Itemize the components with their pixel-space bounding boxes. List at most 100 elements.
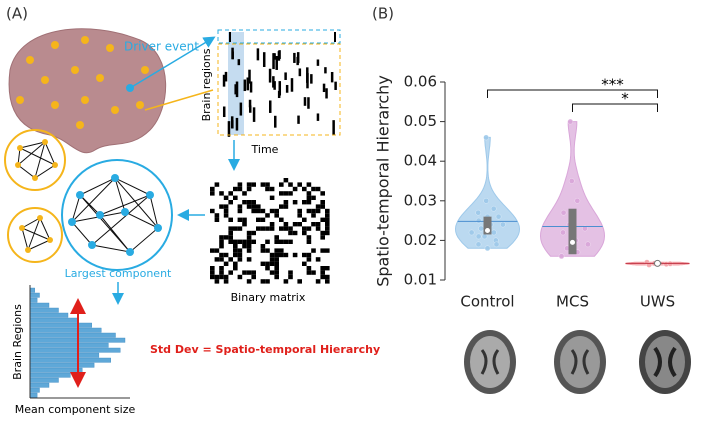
cell: [228, 230, 233, 236]
cell: [260, 182, 266, 187]
data-point: [495, 213, 502, 220]
y-tick-label: 0.05: [404, 112, 437, 130]
spike: [231, 51, 234, 60]
cell: [260, 217, 266, 222]
cell: [302, 230, 307, 236]
spike: [303, 97, 307, 106]
cell: [260, 226, 266, 231]
hist-bar: [29, 327, 102, 333]
data-point: [483, 134, 489, 141]
cell: [320, 235, 325, 240]
cell: [306, 266, 312, 271]
cell: [320, 270, 325, 275]
hist-bar: [29, 377, 59, 383]
brain: [8, 28, 167, 154]
spike: [293, 52, 296, 63]
data-point: [490, 205, 497, 212]
cell: [320, 204, 325, 209]
cell: [228, 235, 233, 240]
cell: [246, 182, 252, 187]
cell: [242, 270, 247, 275]
cell: [269, 208, 275, 214]
cell: [242, 222, 247, 227]
x-tick-label: MCS: [556, 293, 589, 311]
spike: [222, 74, 226, 87]
cell: [251, 208, 256, 214]
cell: [274, 213, 279, 218]
cell: [288, 230, 293, 236]
cell: [283, 252, 289, 258]
spike: [290, 78, 294, 92]
data-point: [475, 209, 481, 216]
cell: [246, 235, 252, 240]
cell: [256, 204, 261, 209]
cell: [251, 274, 256, 280]
spike: [248, 69, 251, 84]
cell: [246, 200, 252, 205]
cell: [320, 217, 325, 222]
regions-box: [217, 43, 341, 136]
driver-event: Driver event: [124, 40, 199, 54]
cell: [302, 217, 307, 222]
cell: [306, 200, 312, 205]
data-point: [558, 253, 565, 259]
hist-bar: [29, 322, 92, 328]
y-tick-label: 0.03: [404, 191, 437, 209]
cell: [265, 261, 270, 266]
brain-scans: [464, 330, 691, 394]
hist-bar: [29, 297, 38, 303]
data-point: [567, 118, 574, 125]
matrix-label: Binary matrix: [231, 291, 306, 304]
cell: [210, 191, 215, 196]
cell: [320, 248, 325, 253]
hist-bar: [29, 372, 71, 378]
spike: [334, 32, 336, 42]
cell: [242, 191, 247, 196]
spike: [284, 72, 287, 80]
hist-bar: [29, 287, 35, 293]
std-label: Std Dev = Spatio-temporal Hierarchy: [150, 343, 380, 356]
spike: [272, 53, 275, 70]
graph-nodes: [68, 174, 162, 256]
spike: [268, 100, 272, 113]
data-point: [478, 225, 484, 232]
raster-xlabel: Time: [251, 143, 279, 156]
cell: [210, 266, 215, 271]
spike: [268, 68, 272, 83]
cell: [274, 208, 279, 214]
y-tick-label: 0.06: [404, 73, 437, 91]
cell: [311, 213, 316, 218]
panel-a: (A) Driver event Brain regions Time Bina…: [4, 5, 380, 416]
cell: [325, 222, 330, 227]
cell: [265, 182, 270, 187]
cell: [315, 257, 321, 262]
cell: [246, 257, 252, 262]
cell: [219, 239, 224, 244]
spike: [306, 73, 309, 89]
cell: [325, 274, 330, 280]
cell: [283, 191, 289, 196]
graph-edges: [17, 141, 159, 253]
cell: [223, 208, 229, 214]
spike: [307, 97, 310, 109]
cell: [283, 200, 289, 205]
largest-component: [61, 159, 173, 271]
spike: [229, 32, 231, 42]
cell: [214, 279, 220, 284]
iqr-box: [483, 216, 492, 235]
data-point: [585, 241, 591, 248]
cell: [315, 204, 321, 209]
hist-bar: [29, 352, 100, 358]
cell: [214, 213, 220, 218]
panel-b: (B) Spatio-temporal Hierarchy: [372, 5, 691, 394]
cell: [279, 204, 284, 209]
cell: [219, 191, 224, 196]
cell: [274, 248, 279, 253]
cell: [246, 230, 252, 236]
cell: [274, 261, 279, 266]
cell: [265, 266, 270, 271]
cell: [274, 274, 279, 280]
cell: [260, 261, 266, 266]
significance-label: *: [621, 90, 629, 108]
data-point: [468, 229, 475, 236]
